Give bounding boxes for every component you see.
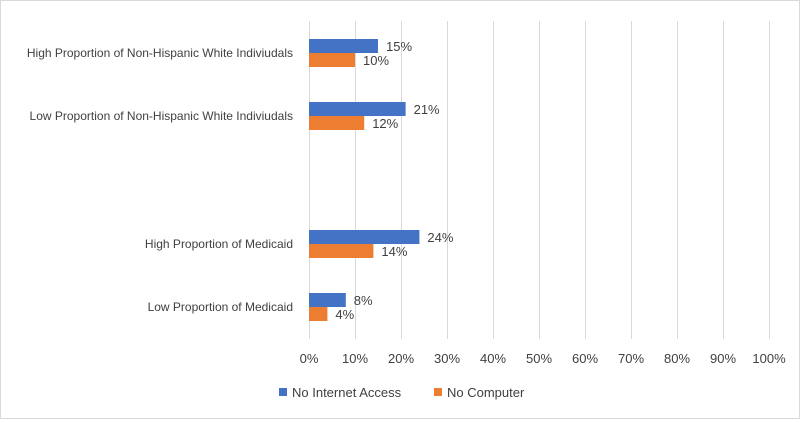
data-label: 12% [372,116,398,131]
data-label: 15% [386,39,412,54]
data-label: 4% [335,307,354,322]
bar-no-internet-access [309,39,378,53]
legend: No Internet Access No Computer [279,385,525,400]
category-label: Low Proportion of Medicaid [148,300,293,314]
x-tick-label: 20% [388,351,414,366]
bar-no-internet-access [309,293,346,307]
x-tick-label: 40% [480,351,506,366]
x-tick-label: 10% [342,351,368,366]
data-label: 10% [363,53,389,68]
bar-no-computer [309,116,365,130]
x-tick-label: 30% [434,351,460,366]
x-tick-label: 0% [300,351,319,366]
bar-no-computer [309,244,374,258]
category-labels: High Proportion of Non-Hispanic White In… [27,46,293,314]
bars [309,39,420,321]
bar-no-computer [309,53,355,67]
data-label: 14% [381,244,407,259]
data-label: 8% [354,293,373,308]
category-label: High Proportion of Medicaid [145,237,293,251]
legend-no-internet-access-label: No Internet Access [292,385,402,400]
legend-no-internet-access-swatch [279,388,287,396]
gridlines [309,21,770,339]
bar-no-internet-access [309,102,406,116]
data-label: 21% [414,102,440,117]
legend-no-computer-label: No Computer [447,385,525,400]
legend-no-computer-swatch [434,388,442,396]
category-label: Low Proportion of Non-Hispanic White Ind… [30,109,293,123]
bar-no-internet-access [309,230,420,244]
x-tick-labels: 0% 10% 20% 30% 40% 50% 60% 70% 80% 90% 100% [300,351,786,366]
x-tick-label: 70% [618,351,644,366]
x-tick-label: 80% [664,351,690,366]
x-tick-label: 60% [572,351,598,366]
x-tick-label: 50% [526,351,552,366]
data-label: 24% [427,230,453,245]
x-tick-label: 100% [752,351,786,366]
bar-no-computer [309,307,328,321]
data-labels: 15%10% 21% 12% 24% 14% 8%4% [335,39,453,322]
category-label: High Proportion of Non-Hispanic White In… [27,46,293,60]
x-tick-label: 90% [710,351,736,366]
